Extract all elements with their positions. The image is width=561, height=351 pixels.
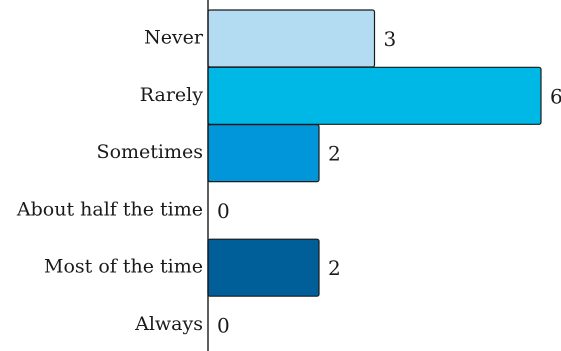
category-label-never: Never — [144, 27, 204, 49]
value-label-most-of-the-time: 2 — [328, 256, 341, 280]
category-label-rarely: Rarely — [140, 84, 203, 106]
bar-rarely — [207, 66, 542, 125]
category-label-sometimes: Sometimes — [97, 141, 203, 163]
value-labels-group: 3 6 2 0 2 0 — [217, 27, 561, 338]
bar-never — [207, 9, 376, 68]
value-label-sometimes: 2 — [328, 142, 341, 166]
value-label-always: 0 — [217, 314, 230, 338]
bar-sometimes — [207, 123, 320, 183]
category-label-about-half-the-time: About half the time — [16, 198, 203, 220]
bar-most-of-the-time — [207, 238, 320, 297]
value-label-about-half-the-time: 0 — [217, 199, 230, 223]
bars-group — [207, 9, 542, 297]
category-label-always: Always — [134, 313, 203, 335]
category-label-most-of-the-time: Most of the time — [44, 256, 203, 278]
value-label-rarely: 6 — [550, 84, 561, 108]
category-labels-group: Never Rarely Sometimes About half the time M… — [16, 27, 204, 336]
value-label-never: 3 — [384, 27, 397, 51]
